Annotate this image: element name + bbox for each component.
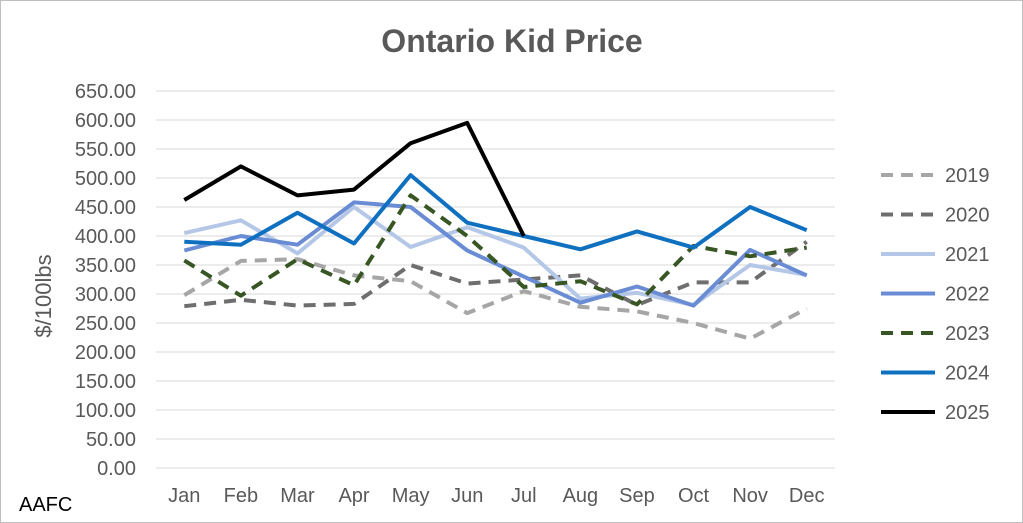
- x-tick-label: Dec: [789, 485, 825, 507]
- legend-label: 2022: [945, 284, 990, 306]
- series-line-2025: [183, 120, 526, 237]
- x-tick-label: Aug: [563, 485, 599, 507]
- y-tick-label: 150.00: [75, 371, 136, 393]
- y-tick-label: 250.00: [75, 313, 136, 335]
- legend-label: 2020: [945, 205, 990, 227]
- legend-label: 2025: [945, 402, 990, 424]
- y-axis-ticks: 0.00 50.00 100.00 150.00 200.00 250.00 300.00 3…: [75, 81, 136, 480]
- y-tick-label: 550.00: [75, 139, 136, 161]
- x-axis-ticks: Jan Feb Mar Apr May Jun Jul Aug Sep Oct Nov Dec: [168, 485, 824, 507]
- series-line-2023: [183, 193, 808, 307]
- x-tick-label: Feb: [224, 485, 258, 507]
- gridlines: [156, 90, 835, 469]
- source-label: AAFC: [19, 494, 72, 516]
- y-tick-label: 500.00: [75, 168, 136, 190]
- y-tick-label: 50.00: [86, 429, 136, 451]
- x-tick-label: Jan: [168, 485, 200, 507]
- series-lines: [183, 120, 808, 341]
- y-tick-label: 450.00: [75, 197, 136, 219]
- legend-label: 2021: [945, 244, 990, 266]
- y-tick-label: 600.00: [75, 110, 136, 132]
- y-tick-label: 200.00: [75, 342, 136, 364]
- y-tick-label: 400.00: [75, 226, 136, 248]
- series-line-2024: [184, 173, 808, 252]
- x-tick-label: Jun: [451, 485, 483, 507]
- y-tick-label: 650.00: [75, 81, 136, 103]
- x-tick-label: Jul: [511, 485, 537, 507]
- legend-label: 2023: [945, 323, 990, 345]
- x-tick-label: Apr: [338, 485, 369, 507]
- x-tick-label: Oct: [678, 485, 710, 507]
- chart-title: Ontario Kid Price: [381, 23, 642, 59]
- y-tick-label: 350.00: [75, 255, 136, 277]
- x-tick-label: Nov: [732, 485, 768, 507]
- x-tick-label: Sep: [619, 485, 655, 507]
- series-line-2020: [184, 240, 808, 309]
- x-tick-label: May: [392, 485, 430, 507]
- y-axis-label: $/100lbs: [31, 254, 56, 337]
- y-tick-label: 300.00: [75, 284, 136, 306]
- y-tick-label: 0.00: [97, 458, 136, 480]
- legend: 2019 2020 2021 2022 2023 2024 2025: [881, 165, 990, 424]
- legend-label: 2024: [945, 363, 990, 385]
- x-tick-label: Mar: [280, 485, 315, 507]
- series-line-2019: [183, 257, 808, 341]
- y-tick-label: 100.00: [75, 400, 136, 422]
- legend-label: 2019: [945, 165, 990, 187]
